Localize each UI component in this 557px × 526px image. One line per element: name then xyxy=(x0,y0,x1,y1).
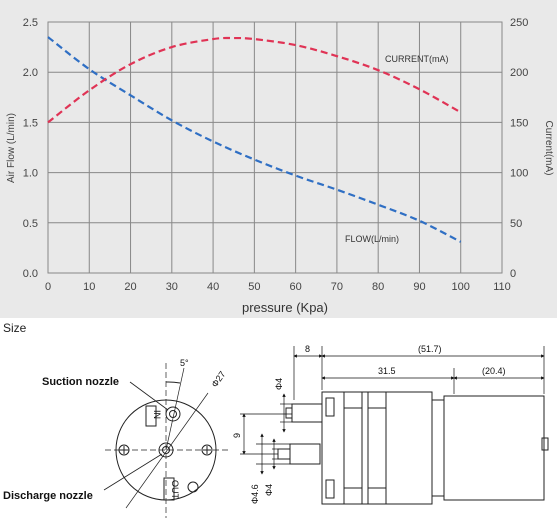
pump-head xyxy=(321,391,433,505)
dim-20-4: (20.4) xyxy=(482,366,506,376)
y-left-tick-label: 1.5 xyxy=(23,117,38,129)
lower-nozzle-tip xyxy=(277,448,291,460)
in-label-box xyxy=(145,405,157,427)
lower-nozzle xyxy=(289,443,321,465)
y-left-tick-label: 0.5 xyxy=(23,218,38,230)
y-right-tick-label: 100 xyxy=(510,168,528,180)
y-right-tick-label: 200 xyxy=(510,67,528,79)
size-label: Size xyxy=(3,321,27,335)
y-axis-left-label: Air Flow (L/min) xyxy=(6,113,17,183)
diameter-line xyxy=(125,392,209,509)
ticks: 0 10 20 30 40 50 60 70 80 90 100 110 0.0 0.5 1.0 1.5 2.0… xyxy=(23,17,529,293)
discharge-nozzle-label: Discharge nozzle xyxy=(3,490,93,502)
suction-nozzle-label: Suction nozzle xyxy=(42,376,119,388)
x-tick-label: 10 xyxy=(83,281,95,293)
dim-51-7: (51.7) xyxy=(418,344,442,354)
upper-nozzle-tip xyxy=(285,407,293,419)
flow-series-line xyxy=(47,36,462,243)
x-tick-label: 100 xyxy=(452,281,470,293)
y-left-tick-label: 2.0 xyxy=(23,67,38,79)
performance-chart: 0 10 20 30 40 50 60 70 80 90 100 110 0.0 0.5 1.0 1.5 2.0… xyxy=(6,17,554,315)
x-tick-label: 40 xyxy=(207,281,219,293)
grid xyxy=(47,21,503,274)
discharge-port-inner xyxy=(162,446,170,454)
motor-body xyxy=(443,395,545,501)
x-tick-label: 70 xyxy=(331,281,343,293)
screw-left xyxy=(118,444,130,456)
y-right-tick-label: 250 xyxy=(510,17,528,29)
head-clip-top xyxy=(325,397,335,417)
y-left-tick-label: 0.0 xyxy=(23,268,38,280)
angle-dim: 5° xyxy=(180,358,189,368)
angle-line xyxy=(165,367,185,451)
y-left-tick-label: 1.0 xyxy=(23,168,38,180)
y-axis-right-label: Current(mA) xyxy=(543,120,554,175)
x-axis-label: pressure (Kpa) xyxy=(242,300,328,315)
series-layer xyxy=(47,36,462,243)
diameter-dim: Φ27 xyxy=(209,369,227,389)
plot-frame xyxy=(47,21,503,274)
dim-8: 8 xyxy=(305,344,310,354)
flow-series-label: FLOW(L/min) xyxy=(345,234,399,244)
out-label-box xyxy=(163,477,175,501)
suction-port xyxy=(165,406,181,422)
dim-phi4-bottom: Φ4 xyxy=(264,484,274,496)
x-tick-label: 80 xyxy=(372,281,384,293)
screw-right xyxy=(201,444,213,456)
y-left-tick-label: 2.5 xyxy=(23,17,38,29)
x-tick-label: 110 xyxy=(493,281,511,293)
side-view xyxy=(277,391,549,505)
dimension-drawing: IN OUT 5° Φ27 Suction nozzle Discharge n… xyxy=(3,344,549,518)
front-view xyxy=(105,363,228,518)
discharge-leader xyxy=(103,453,163,491)
x-tick-label: 0 xyxy=(45,281,51,293)
discharge-port xyxy=(158,442,174,458)
motor-flange xyxy=(431,399,445,497)
dim-phi4-top: Φ4 xyxy=(274,378,284,390)
suction-leader xyxy=(129,381,169,411)
x-tick-label: 50 xyxy=(248,281,260,293)
x-tick-label: 60 xyxy=(290,281,302,293)
dim-31-5: 31.5 xyxy=(378,366,396,376)
y-right-tick-label: 50 xyxy=(510,218,522,230)
head-clip-bottom xyxy=(325,479,335,499)
out-label: OUT xyxy=(170,480,180,500)
upper-nozzle xyxy=(291,403,323,423)
in-label: IN xyxy=(152,410,162,419)
current-series-label: CURRENT(mA) xyxy=(385,54,449,64)
screw-bottom xyxy=(187,481,199,493)
x-tick-label: 90 xyxy=(413,281,425,293)
dimension-lines xyxy=(240,346,545,475)
motor-terminal xyxy=(541,437,549,451)
angle-arc xyxy=(165,381,181,384)
x-tick-label: 30 xyxy=(166,281,178,293)
dim-9: 9 xyxy=(232,433,242,438)
x-tick-label: 20 xyxy=(124,281,136,293)
y-right-tick-label: 150 xyxy=(510,117,528,129)
y-right-tick-label: 0 xyxy=(510,268,516,280)
chart-panel: 0 10 20 30 40 50 60 70 80 90 100 110 0.0 0.5 1.0 1.5 2.0… xyxy=(0,0,557,318)
dim-phi4-6: Φ4.6 xyxy=(250,484,260,504)
suction-port-inner xyxy=(169,410,177,418)
